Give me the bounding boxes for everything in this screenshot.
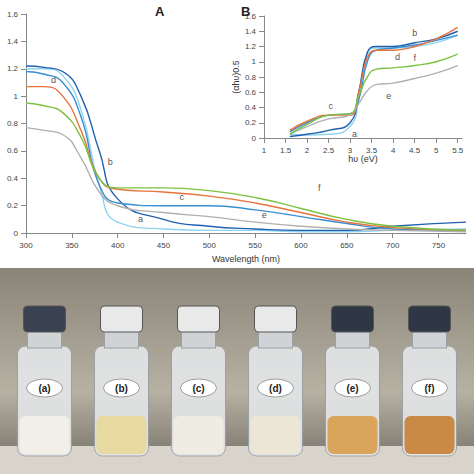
svg-text:B: B	[241, 4, 250, 19]
svg-text:300: 300	[19, 241, 33, 250]
svg-text:(d): (d)	[269, 383, 282, 394]
svg-text:4.5: 4.5	[409, 146, 421, 155]
svg-text:3: 3	[348, 146, 353, 155]
svg-text:400: 400	[111, 241, 125, 250]
svg-text:3.5: 3.5	[366, 146, 378, 155]
svg-text:450: 450	[157, 241, 171, 250]
svg-text:1.2: 1.2	[7, 64, 19, 73]
svg-text:1: 1	[262, 146, 267, 155]
svg-text:1.6: 1.6	[244, 11, 256, 21]
svg-text:1.4: 1.4	[245, 27, 257, 36]
svg-text:A: A	[155, 4, 165, 19]
svg-text:0.2: 0.2	[7, 201, 19, 210]
svg-text:c: c	[179, 192, 185, 203]
svg-text:5: 5	[434, 146, 439, 155]
svg-text:0: 0	[14, 229, 19, 238]
svg-text:700: 700	[386, 241, 400, 250]
svg-text:f: f	[318, 183, 321, 193]
svg-text:1: 1	[14, 92, 19, 101]
svg-text:500: 500	[203, 241, 217, 250]
svg-text:0.6: 0.6	[245, 88, 257, 97]
svg-text:b: b	[412, 28, 417, 38]
svg-text:1.6: 1.6	[7, 10, 19, 19]
svg-text:0.4: 0.4	[245, 103, 257, 112]
svg-text:350: 350	[65, 241, 79, 250]
svg-text:0.6: 0.6	[7, 146, 19, 155]
svg-text:(αhʋ)0.5: (αhʋ)0.5	[231, 60, 241, 94]
svg-text:550: 550	[248, 241, 262, 250]
svg-text:2.5: 2.5	[323, 146, 335, 155]
svg-text:a: a	[138, 214, 143, 224]
svg-text:1.4: 1.4	[7, 37, 19, 46]
svg-text:hʋ (eV): hʋ (eV)	[348, 154, 377, 164]
svg-text:0.2: 0.2	[245, 118, 257, 127]
svg-text:a: a	[352, 129, 357, 139]
svg-text:d: d	[51, 74, 56, 85]
svg-text:(e): (e)	[346, 383, 358, 394]
svg-text:2: 2	[305, 146, 310, 155]
svg-text:1.2: 1.2	[245, 42, 257, 51]
svg-text:(b): (b)	[115, 383, 128, 394]
svg-text:5.5: 5.5	[452, 146, 464, 155]
svg-text:750: 750	[432, 241, 446, 250]
svg-text:f: f	[413, 53, 416, 63]
svg-text:0.4: 0.4	[7, 174, 19, 183]
svg-text:d: d	[395, 52, 400, 62]
svg-text:0.8: 0.8	[245, 73, 257, 82]
svg-text:(a): (a)	[38, 383, 50, 394]
svg-text:e: e	[386, 91, 391, 101]
svg-text:1.5: 1.5	[280, 146, 292, 155]
svg-text:c: c	[328, 101, 333, 111]
svg-text:e: e	[261, 210, 267, 221]
svg-text:600: 600	[294, 241, 308, 250]
svg-text:650: 650	[340, 241, 354, 250]
svg-text:(f): (f)	[425, 383, 435, 394]
svg-text:1: 1	[252, 57, 257, 66]
svg-text:0: 0	[252, 134, 257, 143]
svg-text:4: 4	[391, 146, 396, 155]
svg-text:(c): (c)	[192, 383, 204, 394]
svg-text:Wavelength (nm): Wavelength (nm)	[212, 254, 280, 264]
svg-text:0.8: 0.8	[7, 119, 19, 128]
svg-text:b: b	[108, 157, 113, 167]
